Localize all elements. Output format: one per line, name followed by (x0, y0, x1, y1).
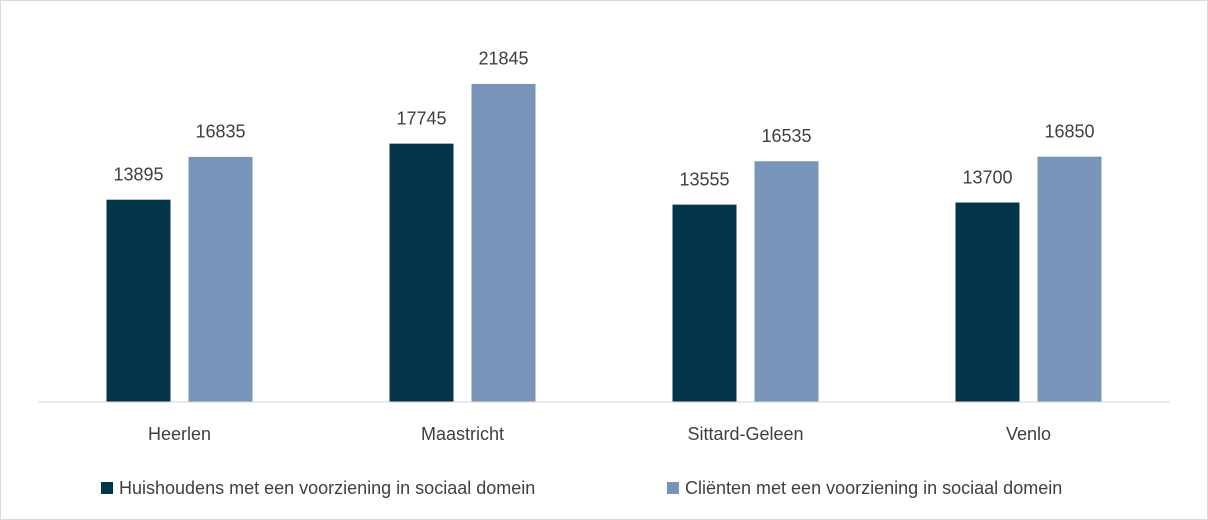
data-label: 13555 (679, 169, 729, 189)
legend-swatch (101, 482, 113, 494)
x-tick-label: Venlo (1006, 424, 1051, 444)
bar (106, 199, 171, 402)
bar (188, 156, 253, 402)
bar (672, 204, 737, 402)
x-tick-label: Maastricht (421, 424, 504, 444)
x-tick-label: Heerlen (148, 424, 211, 444)
legend-label: Cliënten met een voorziening in sociaal … (685, 478, 1062, 498)
x-tick-label: Sittard-Geleen (687, 424, 803, 444)
data-label: 13895 (113, 164, 163, 184)
data-label: 16850 (1044, 121, 1094, 141)
bar (955, 202, 1020, 402)
legend-swatch (667, 482, 679, 494)
data-label: 17745 (396, 108, 446, 128)
data-label: 13700 (962, 167, 1012, 187)
bar (754, 161, 819, 402)
bar (471, 83, 536, 402)
data-label: 16835 (195, 122, 245, 142)
data-label: 16535 (761, 126, 811, 146)
bar (389, 143, 454, 402)
bar (1037, 156, 1102, 402)
legend-label: Huishoudens met een voorziening in socia… (119, 478, 535, 498)
data-label: 21845 (478, 49, 528, 69)
